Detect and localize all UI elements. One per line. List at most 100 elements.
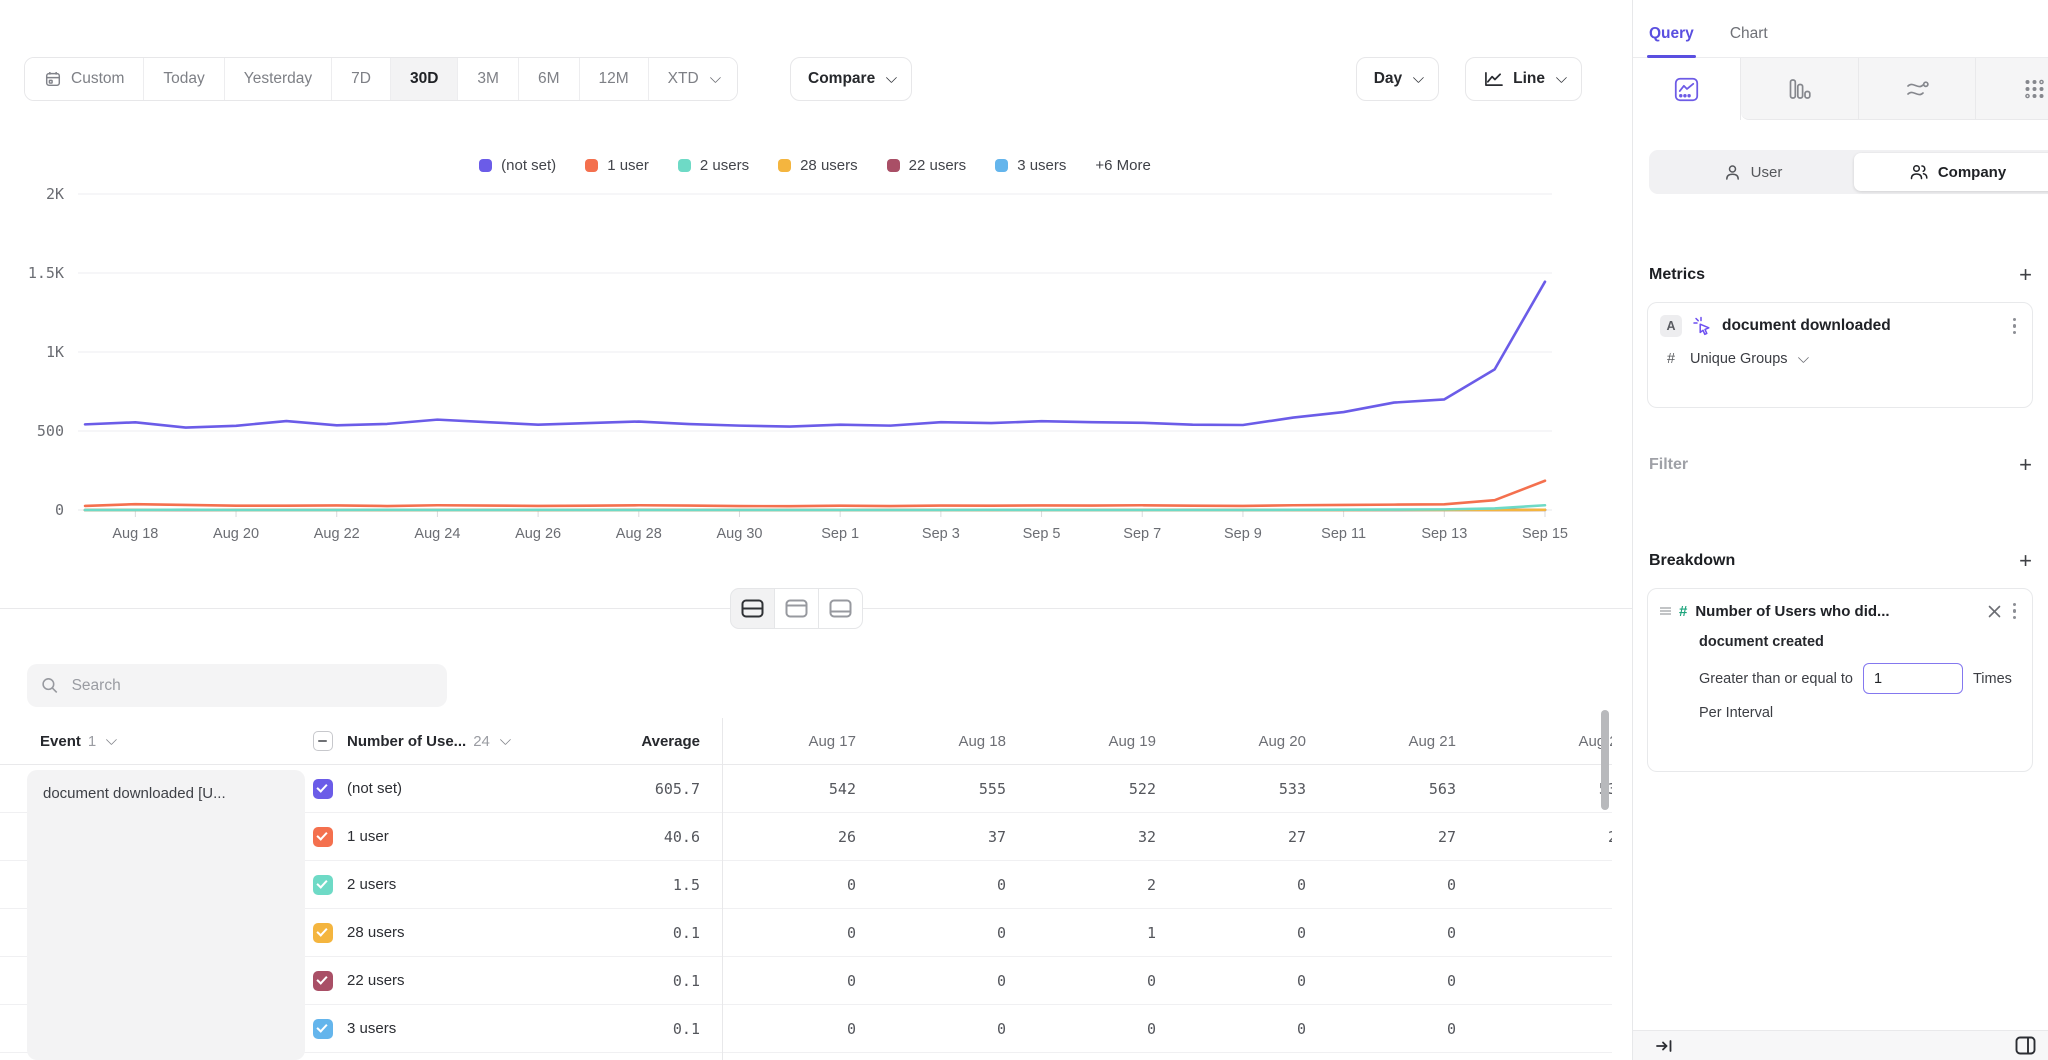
add-filter-button[interactable]: + [2019,454,2032,476]
flow-chart-tab[interactable] [1858,58,1975,120]
search-input[interactable] [70,676,433,696]
value-cell: 0 [1172,876,1322,894]
value-cell: 27 [1322,828,1472,846]
grid-dots-icon [2023,78,2046,100]
range-30d-button[interactable]: 30D [391,58,458,100]
date-column-header: Aug 22 [1472,733,1612,750]
legend-item[interactable]: 28 users [778,157,858,174]
compare-button[interactable]: Compare [790,57,912,101]
kebab-menu-icon[interactable] [2009,601,2020,621]
value-cell: 0 [1022,972,1172,990]
series-checkbox[interactable] [313,779,333,799]
close-icon[interactable] [1988,605,2001,618]
legend-swatch [995,159,1008,172]
flow-icon [1906,78,1929,100]
legend-item[interactable]: 1 user [585,157,649,174]
line-chart-tab[interactable] [1633,58,1741,120]
tab-query[interactable]: Query [1649,25,1694,57]
chevron-down-icon [500,734,511,745]
svg-text:Aug 24: Aug 24 [414,526,460,542]
breakdown-card[interactable]: # Number of Users who did... document cr… [1647,588,2033,772]
add-metric-button[interactable]: + [2019,264,2032,286]
svg-text:500: 500 [37,422,64,440]
legend-item[interactable]: 2 users [678,157,749,174]
search-icon [41,676,59,695]
tab-chart[interactable]: Chart [1730,25,1768,57]
date-column-header: Aug 20 [1172,733,1322,750]
value-cell: 0 [1172,924,1322,942]
legend-more-link[interactable]: +6 More [1095,157,1150,174]
split-view-button[interactable] [730,588,775,629]
kebab-menu-icon[interactable] [2009,316,2020,336]
series-checkbox[interactable] [313,875,333,895]
range-yesterday-button[interactable]: Yesterday [225,58,332,100]
range-7d-button[interactable]: 7D [332,58,391,100]
bar-chart-tab[interactable] [1741,58,1858,120]
svg-text:Aug 20: Aug 20 [213,526,259,542]
svg-text:Sep 1: Sep 1 [821,526,859,542]
add-breakdown-button[interactable]: + [2019,550,2032,572]
average-cell: 0.1 [560,972,722,990]
date-column-header: Aug 17 [722,733,872,750]
table-header-row: Event 1 Number of Use... 24 Average Aug … [0,718,1612,765]
company-icon [1910,164,1928,180]
value-cell: 0 [1322,924,1472,942]
series-checkbox[interactable] [313,923,333,943]
value-cell: 0 [1022,1020,1172,1038]
search-box [27,664,447,707]
range-12m-button[interactable]: 12M [580,58,649,100]
breakdown-event: document created [1660,634,2020,650]
range-today-button[interactable]: Today [144,58,224,100]
metric-letter-badge: A [1660,315,1682,337]
table-only-view-button[interactable] [818,588,863,629]
segment-user[interactable]: User [1652,153,1854,191]
svg-text:2K: 2K [46,185,64,203]
value-cell: 0 [1472,876,1612,894]
range-custom-button[interactable]: Custom [25,58,144,100]
interval-select-button[interactable]: Day [1356,57,1439,101]
value-cell: 26 [722,828,872,846]
split-panel-icon[interactable] [2015,1036,2036,1055]
legend-item[interactable]: (not set) [479,157,556,174]
metric-card[interactable]: A document downloaded # Unique Groups [1647,302,2033,408]
select-all-checkbox[interactable] [313,731,333,751]
average-cell: 0.1 [560,924,722,942]
panel-tabs: Query Chart [1633,0,2048,58]
legend-item[interactable]: 22 users [887,157,967,174]
range-3m-button[interactable]: 3M [458,58,519,100]
event-list-item[interactable]: document downloaded [U... [27,770,305,1060]
range-6m-button[interactable]: 6M [519,58,580,100]
date-range-control: Custom Today Yesterday 7D 30D 3M 6M 12M … [24,57,738,101]
chart-only-view-button[interactable] [774,588,819,629]
range-xtd-button[interactable]: XTD [649,58,737,100]
aggregation-dropdown[interactable]: Unique Groups [1690,351,1806,367]
legend-swatch [479,159,492,172]
drag-handle-icon[interactable] [1660,606,1671,616]
svg-text:Aug 30: Aug 30 [716,526,762,542]
value-cell: 533 [1172,780,1322,798]
segment-company[interactable]: Company [1854,153,2048,191]
svg-text:1.5K: 1.5K [28,264,64,282]
panel-footer [1633,1030,2048,1060]
line-chart-icon [1483,70,1504,88]
event-column-header[interactable]: Event 1 [0,733,305,750]
collapse-panel-icon[interactable] [1655,1038,1673,1054]
legend-item[interactable]: 3 users [995,157,1066,174]
threshold-input[interactable] [1863,663,1963,694]
value-cell: 0 [872,972,1022,990]
grid-chart-tab[interactable] [1975,58,2048,120]
chevron-down-icon [1556,72,1567,83]
metrics-section-header: Metrics + [1649,262,2032,288]
chevron-down-icon [1413,72,1424,83]
group-column-header[interactable]: Number of Use... 24 [305,731,560,751]
bar-chart-icon [1788,78,1811,100]
layout-toggle-group [730,588,863,629]
series-checkbox[interactable] [313,971,333,991]
vertical-scrollbar[interactable] [1601,710,1609,810]
breakdown-interval: Per Interval [1660,705,2020,721]
value-cell: 0 [872,924,1022,942]
series-checkbox[interactable] [313,1019,333,1039]
series-checkbox[interactable] [313,827,333,847]
svg-text:Aug 26: Aug 26 [515,526,561,542]
chart-type-select-button[interactable]: Line [1465,57,1582,101]
